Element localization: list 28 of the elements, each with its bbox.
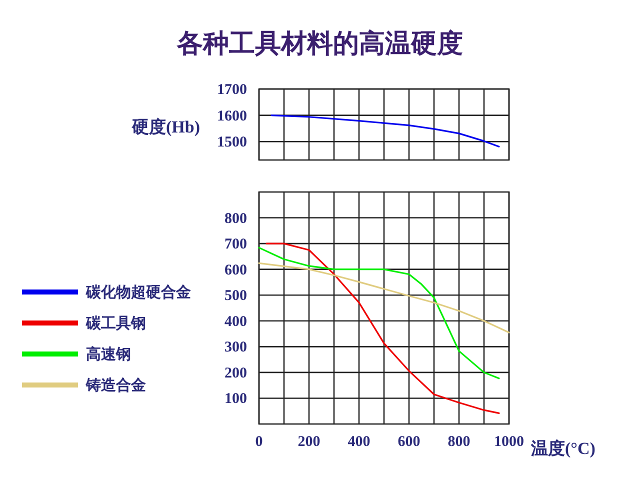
y-tick-label: 1500 [217, 134, 247, 151]
y-tick-label: 600 [224, 262, 247, 278]
line-series [258, 262, 510, 334]
y-axis-title: 硬度(Hb) [131, 118, 200, 136]
x-tick-label: 800 [448, 434, 470, 450]
y-tick-label: 400 [224, 314, 247, 330]
x-axis-title: 温度(°C) [530, 439, 596, 458]
y-tick-label: 700 [224, 236, 247, 253]
x-tick-label: 200 [298, 434, 320, 450]
line-series [266, 242, 500, 414]
y-tick-label: 800 [224, 210, 247, 227]
line-series [270, 114, 500, 148]
x-tick-label: 400 [348, 434, 370, 450]
y-tick-label: 1700 [217, 82, 247, 98]
legend-label: 铸造合金 [85, 377, 146, 394]
legend-label: 碳工具钢 [85, 315, 146, 332]
legend-label: 碳化物超硬合金 [85, 284, 191, 301]
x-tick-label: 600 [398, 434, 420, 450]
y-tick-label: 100 [224, 391, 247, 408]
line-series [258, 246, 500, 380]
y-tick-label: 1600 [217, 108, 247, 124]
legend-label: 高速钢 [86, 345, 131, 363]
y-tick-label: 200 [224, 365, 247, 382]
x-tick-label: 1000 [494, 434, 524, 450]
chart-title: 各种工具材料的高温硬度 [176, 29, 463, 58]
y-tick-label: 300 [224, 340, 247, 356]
y-tick-label: 500 [224, 288, 247, 304]
x-tick-label: 0 [255, 434, 263, 450]
